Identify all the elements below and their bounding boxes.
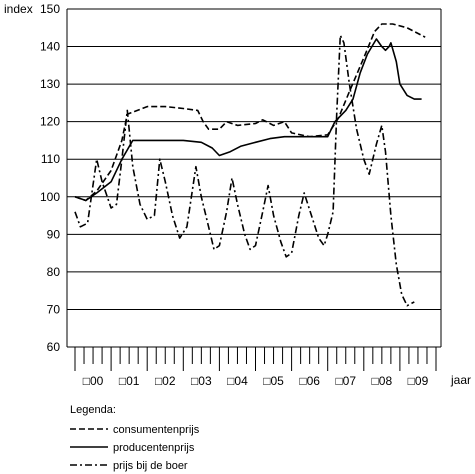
x-tick-label: □07 [335,374,356,388]
x-tick-label: □03 [191,374,212,388]
x-axis: jaar □00 □01 □02 □03 □04 □05 □06 □07 □08 □09 [74,347,471,388]
y-tick-label: 90 [47,227,61,241]
x-tick-label: □02 [155,374,176,388]
y-tick-label: 110 [41,152,60,166]
x-tick-label: □08 [372,374,393,388]
y-axis-label: index [4,2,33,16]
y-tick-label: 70 [47,302,61,316]
series-line-2 [74,38,422,202]
y-tick-label: 120 [40,115,60,129]
y-tick-label: 100 [40,190,60,204]
x-tick-label: □01 [119,374,140,388]
x-tick-label: □06 [299,374,320,388]
x-tick-label: □05 [263,374,284,388]
y-tick-label: 60 [47,340,61,354]
x-tick-label: □00 [83,374,104,388]
y-tick-label: 150 [40,2,60,16]
legend-label: producentenprijs [113,442,195,454]
legend: Legenda: consumentenprijs producentenprij… [70,404,200,472]
legend-label: consumentenprijs [113,424,200,436]
series-line-3 [74,34,415,307]
plot-lines [74,23,426,307]
y-axis: index 60 70 80 90 100 110 120 130 140 150 [4,2,60,354]
y-tick-label: 140 [40,40,60,54]
y-tick-label: 80 [47,265,61,279]
x-tick-label: □04 [227,374,248,388]
legend-title: Legenda: [70,404,116,416]
legend-label: prijs bij de boer [113,460,188,472]
y-tick-label: 130 [40,77,60,91]
x-tick-label: □09 [408,374,429,388]
grid [66,8,442,348]
x-axis-label: jaar [450,373,471,387]
